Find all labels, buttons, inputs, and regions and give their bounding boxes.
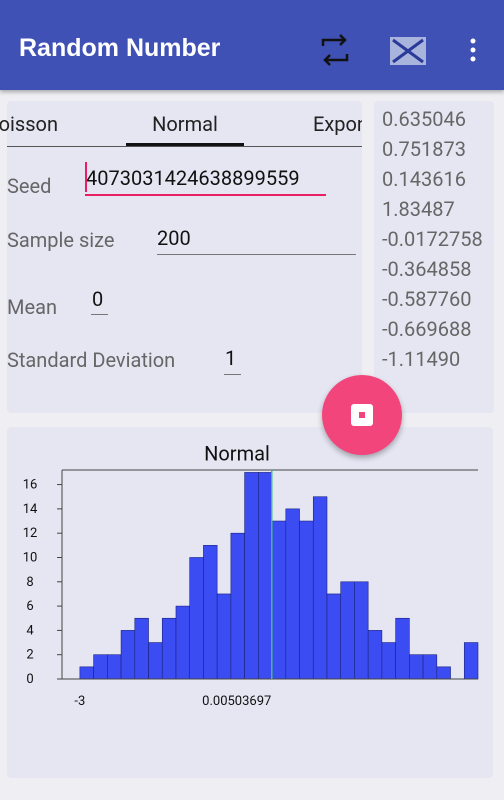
input-underline [85, 194, 326, 196]
fab[interactable] [322, 375, 402, 455]
results-list: 0.635046 0.751873 0.143616 1.83487 -0.017275… [382, 104, 486, 410]
results-panel [374, 101, 494, 413]
bar [436, 666, 451, 680]
tab[interactable]: Exponential [313, 112, 362, 136]
bar [409, 654, 424, 680]
bar [120, 630, 136, 680]
tab[interactable]: Normal [126, 112, 244, 136]
input-underline [91, 314, 108, 315]
tab-label: Poisson [0, 112, 58, 136]
bar [285, 508, 300, 680]
x-tick-label: 0.00503697 [202, 694, 271, 709]
bar [354, 581, 369, 680]
y-tick-label: 8 [26, 575, 33, 590]
bar [175, 605, 191, 680]
cursor [85, 162, 87, 192]
sample-size-input[interactable]: 200 [157, 226, 191, 250]
bar [93, 654, 108, 680]
result-value: 0.143616 [382, 167, 466, 191]
tab-label: Exponential [313, 112, 362, 136]
menu-icon[interactable] [470, 38, 476, 62]
bar [258, 472, 273, 680]
y-tick-label: 0 [26, 672, 33, 687]
fab-icon [351, 404, 373, 426]
bar [161, 617, 177, 680]
y-tick-label: 10 [23, 550, 38, 565]
tab-divider [7, 146, 362, 147]
sd-label: Standard Deviation [7, 348, 176, 372]
result-value: -0.587760 [382, 287, 472, 311]
bar [134, 617, 149, 680]
chart-title: Normal [204, 441, 270, 465]
bar [216, 593, 232, 680]
bar [381, 642, 396, 680]
bar [107, 654, 122, 680]
tab[interactable]: Poisson [0, 112, 58, 136]
bar [463, 642, 479, 680]
form-panel [7, 101, 362, 413]
result-value: 0.751873 [382, 137, 466, 161]
bar [340, 581, 355, 680]
seed-label: Seed [7, 174, 52, 198]
y-tick-label: 16 [23, 478, 38, 493]
result-value: -0.0172758 [382, 227, 483, 251]
tab-indicator [126, 143, 244, 146]
bar [299, 520, 314, 680]
result-value: -0.364858 [382, 257, 472, 281]
tab-label: Normal [152, 112, 218, 136]
y-tick-label: 4 [26, 623, 34, 638]
input-underline [224, 374, 241, 375]
bar [189, 557, 204, 680]
repeat-icon[interactable] [321, 34, 349, 66]
app-icons [321, 34, 476, 66]
app-title: Random Number [19, 34, 221, 62]
x-tick-label: -3 [74, 694, 85, 709]
input-underline [157, 254, 356, 255]
bar [367, 630, 383, 680]
result-value: -0.669688 [382, 317, 472, 341]
bar [271, 520, 287, 680]
y-tick-label: 2 [26, 648, 33, 663]
bar [203, 545, 218, 680]
mean-input[interactable]: 0 [92, 287, 104, 311]
bar [230, 532, 245, 680]
result-value: 0.635046 [382, 107, 466, 131]
chart: Normal 0 2 4 6 8 10 12 14 16 -3 0.00503697 [23, 441, 479, 709]
y-tick-label: 6 [26, 599, 33, 614]
bar [312, 496, 328, 680]
close-icon[interactable] [390, 37, 426, 65]
bar [79, 666, 94, 680]
result-value: -1.11490 [382, 347, 461, 371]
y-tick-label: 12 [23, 526, 38, 541]
bar [148, 642, 163, 680]
sd-input[interactable]: 1 [225, 346, 237, 370]
y-tick-label: 14 [23, 502, 38, 517]
seed-input[interactable]: 4073031424638899559 [86, 166, 300, 190]
bar [326, 593, 342, 680]
bar [395, 617, 410, 680]
result-value: 1.83487 [382, 197, 455, 221]
mean-label: Mean [7, 295, 57, 319]
fab-icon-dot [359, 412, 365, 418]
sample-size-label: Sample size [7, 228, 115, 252]
bar [422, 654, 438, 680]
bar [244, 472, 259, 680]
